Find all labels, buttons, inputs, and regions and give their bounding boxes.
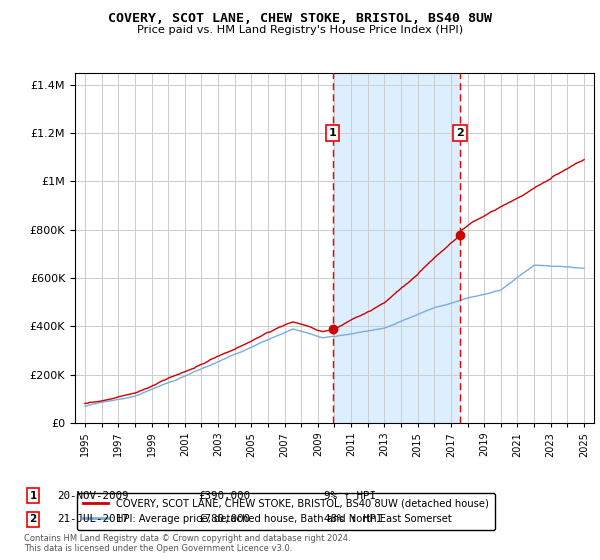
Text: 2: 2 [29, 514, 37, 524]
Bar [333, 73, 460, 423]
Text: £390,000: £390,000 [198, 491, 250, 501]
Text: 1: 1 [29, 491, 37, 501]
Text: Contains HM Land Registry data © Crown copyright and database right 2024.
This d: Contains HM Land Registry data © Crown c… [24, 534, 350, 553]
Text: 9% ↑ HPI: 9% ↑ HPI [324, 491, 376, 501]
Text: 21-JUL-2017: 21-JUL-2017 [57, 514, 128, 524]
Text: 1: 1 [329, 128, 337, 138]
Text: 20-NOV-2009: 20-NOV-2009 [57, 491, 128, 501]
Legend: COVERY, SCOT LANE, CHEW STOKE, BRISTOL, BS40 8UW (detached house), HPI: Average : COVERY, SCOT LANE, CHEW STOKE, BRISTOL, … [77, 493, 495, 530]
Text: COVERY, SCOT LANE, CHEW STOKE, BRISTOL, BS40 8UW: COVERY, SCOT LANE, CHEW STOKE, BRISTOL, … [108, 12, 492, 25]
Text: 48% ↑ HPI: 48% ↑ HPI [324, 514, 383, 524]
Text: Price paid vs. HM Land Registry's House Price Index (HPI): Price paid vs. HM Land Registry's House … [137, 25, 463, 35]
Text: £780,000: £780,000 [198, 514, 250, 524]
Text: 2: 2 [456, 128, 464, 138]
